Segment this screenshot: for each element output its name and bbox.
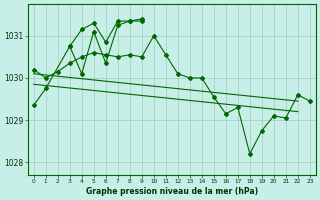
X-axis label: Graphe pression niveau de la mer (hPa): Graphe pression niveau de la mer (hPa) [86,187,258,196]
